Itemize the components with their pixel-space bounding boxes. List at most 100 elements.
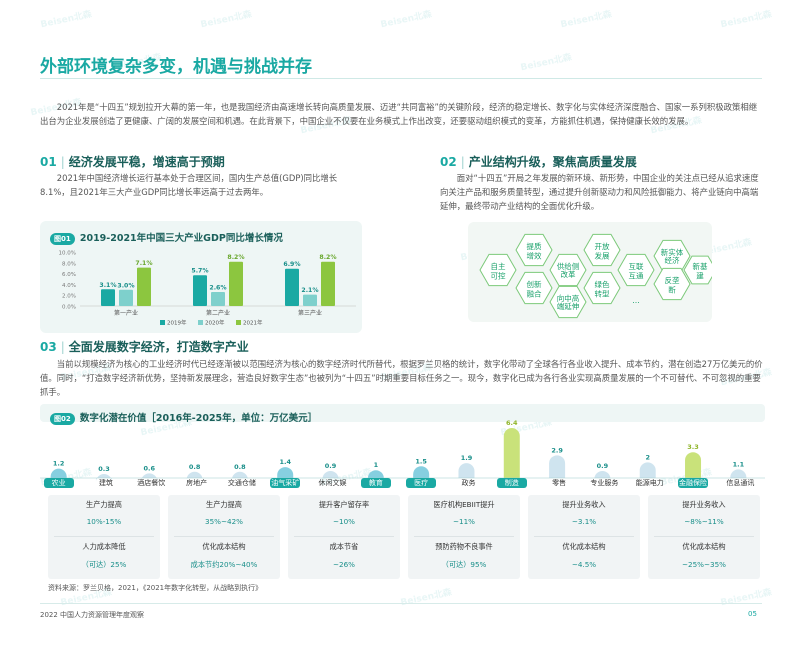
card-metric-value: （可达）95% xyxy=(441,560,487,569)
legend-label: 2021年 xyxy=(243,319,263,327)
hex-cell xyxy=(617,253,655,287)
bar-value-label: 3.3 xyxy=(687,443,699,451)
value-card xyxy=(168,495,280,579)
bar-value-label: 1 xyxy=(374,461,379,469)
category-label: 制造 xyxy=(496,478,527,488)
watermark: Beisen北森 xyxy=(719,9,773,31)
card-divider xyxy=(414,536,514,537)
bar-value-label: 1.9 xyxy=(461,454,473,462)
value-card xyxy=(528,495,640,579)
section3-number: 03 xyxy=(40,340,57,354)
section1-divider: | xyxy=(60,155,65,169)
hex-label: 创新 xyxy=(527,279,542,289)
hex-label: 互联 xyxy=(629,262,644,271)
bar-value-label: 6.9% xyxy=(283,261,300,268)
category-label: 油气采矿 xyxy=(270,478,301,488)
bar-金融保险 xyxy=(685,452,702,478)
value-card xyxy=(408,495,520,579)
page-title: 外部环境复杂多变，机遇与挑战并存 xyxy=(40,57,312,77)
y-tick-label: 10.0% xyxy=(59,251,76,257)
bar-2019年 xyxy=(285,268,299,306)
section2-heading: 02 | 产业结构升级，聚焦高质量发展 xyxy=(440,153,637,170)
hex-label: 新基 xyxy=(693,261,708,271)
card-metric-label: 提升业务收入 xyxy=(562,500,606,509)
chart2-svg: 1.2 0.3 0.6 0.8 0.8 1.4 0.9 1 1.5 1.9 6.4 2.9 0.9 2 3.… xyxy=(40,420,765,482)
bar-value-label: 1.4 xyxy=(279,458,291,466)
bar-能源电力 xyxy=(639,462,656,478)
hex-label: 向中高 xyxy=(557,293,580,303)
card-metric-value: （可达）25% xyxy=(81,560,127,569)
category-label: 医疗 xyxy=(406,478,437,488)
category-label: 第三产业 xyxy=(298,309,322,317)
section2-divider: | xyxy=(460,155,465,169)
hex-label: 互通 xyxy=(629,271,644,281)
card-divider xyxy=(174,536,274,537)
footer-title: 2022 中国人力资源管理年度观察 xyxy=(40,611,145,619)
bar-value-label: 0.9 xyxy=(325,462,337,470)
card-metric-value: ~26% xyxy=(333,560,355,569)
chart1-badge: 图01 xyxy=(50,233,75,245)
hex-cell xyxy=(515,271,553,305)
section3-heading: 03 | 全面发展数字经济，打造数字产业 xyxy=(40,338,249,355)
card-metric-value: ~4.5% xyxy=(571,560,597,569)
chart1-header: 图01 2019-2021年中国三大产业GDP同比增长情况 xyxy=(50,226,283,245)
hex-label: 自主 xyxy=(491,261,506,271)
hex-label: 反垄 xyxy=(665,275,680,285)
y-tick-label: 0.0% xyxy=(62,305,76,311)
hex-cell xyxy=(549,253,587,287)
page-number: 05 xyxy=(748,610,757,618)
bar-value-label: 8.2% xyxy=(319,254,336,261)
card-divider xyxy=(654,536,754,537)
chart2-title: 数字化潜在价值［2016年-2025年，单位：万亿美元］ xyxy=(79,413,318,424)
bar-value-label: 0.8 xyxy=(189,463,201,471)
bar-value-label: 0.3 xyxy=(98,465,110,473)
hex-label: 转型 xyxy=(595,289,610,299)
category-label: 能源电力 xyxy=(635,479,664,487)
category-label: 第二产业 xyxy=(206,309,230,317)
bar-value-label: 0.9 xyxy=(597,462,609,470)
category-label: 信息通讯 xyxy=(726,479,755,487)
watermark: Beisen北森 xyxy=(39,9,93,31)
bar-value-label: 3.1% xyxy=(99,282,116,289)
card-metric-label: 人力成本降低 xyxy=(82,542,126,551)
watermark: Beisen北森 xyxy=(519,52,573,74)
hex-label: 改革 xyxy=(561,269,576,279)
section1-title: 经济发展平稳，增速高于预期 xyxy=(68,155,225,169)
hex-label: 发展 xyxy=(595,251,610,261)
hex-label: 新实体 xyxy=(661,247,684,257)
bar-2019年 xyxy=(193,275,207,306)
bar-专业服务 xyxy=(594,470,611,479)
section3-title: 全面发展数字经济，打造数字产业 xyxy=(68,340,249,354)
hex-label: 供给侧 xyxy=(557,261,580,271)
card-divider xyxy=(294,536,394,537)
watermark: Beisen北森 xyxy=(379,9,433,31)
bar-value-label: 6.4 xyxy=(506,420,518,427)
section2-number: 02 xyxy=(440,155,457,169)
y-tick-label: 8.0% xyxy=(62,261,76,267)
category-label: 金融保险 xyxy=(678,478,709,488)
category-label: 休闲文娱 xyxy=(318,479,347,487)
bar-医疗 xyxy=(413,466,430,478)
section1-number: 01 xyxy=(40,155,57,169)
card-metric-value: ~25%~35% xyxy=(682,560,726,569)
bar-value-label: 1.1 xyxy=(733,460,745,468)
hex-label: 经济 xyxy=(665,255,680,265)
card-metric-value: ~8%~11% xyxy=(684,517,724,526)
hex-cell xyxy=(479,253,517,287)
bar-value-label: 3.0% xyxy=(117,282,134,289)
section2-text: 面对“十四五”开局之年发展的新环境、新形势，中国企业的关注点已经从追求速度向关注… xyxy=(440,173,759,211)
legend-swatch xyxy=(236,320,241,325)
card-metric-label: 成本节省 xyxy=(329,542,359,551)
card-divider xyxy=(534,536,634,537)
category-label: 交通仓储 xyxy=(227,479,256,487)
card-metric-value: ~10% xyxy=(333,517,355,526)
bar-2021年 xyxy=(321,261,335,306)
bar-value-label: 1.2 xyxy=(53,460,65,468)
watermark: Beisen北森 xyxy=(399,587,453,609)
category-label: 教育 xyxy=(360,478,391,488)
bar-休闲文娱 xyxy=(322,470,339,479)
category-label: 零售 xyxy=(552,479,567,487)
category-label: 专业服务 xyxy=(590,479,619,487)
hex-label: 增效 xyxy=(527,251,542,261)
bar-value-label: 5.7% xyxy=(191,268,208,275)
